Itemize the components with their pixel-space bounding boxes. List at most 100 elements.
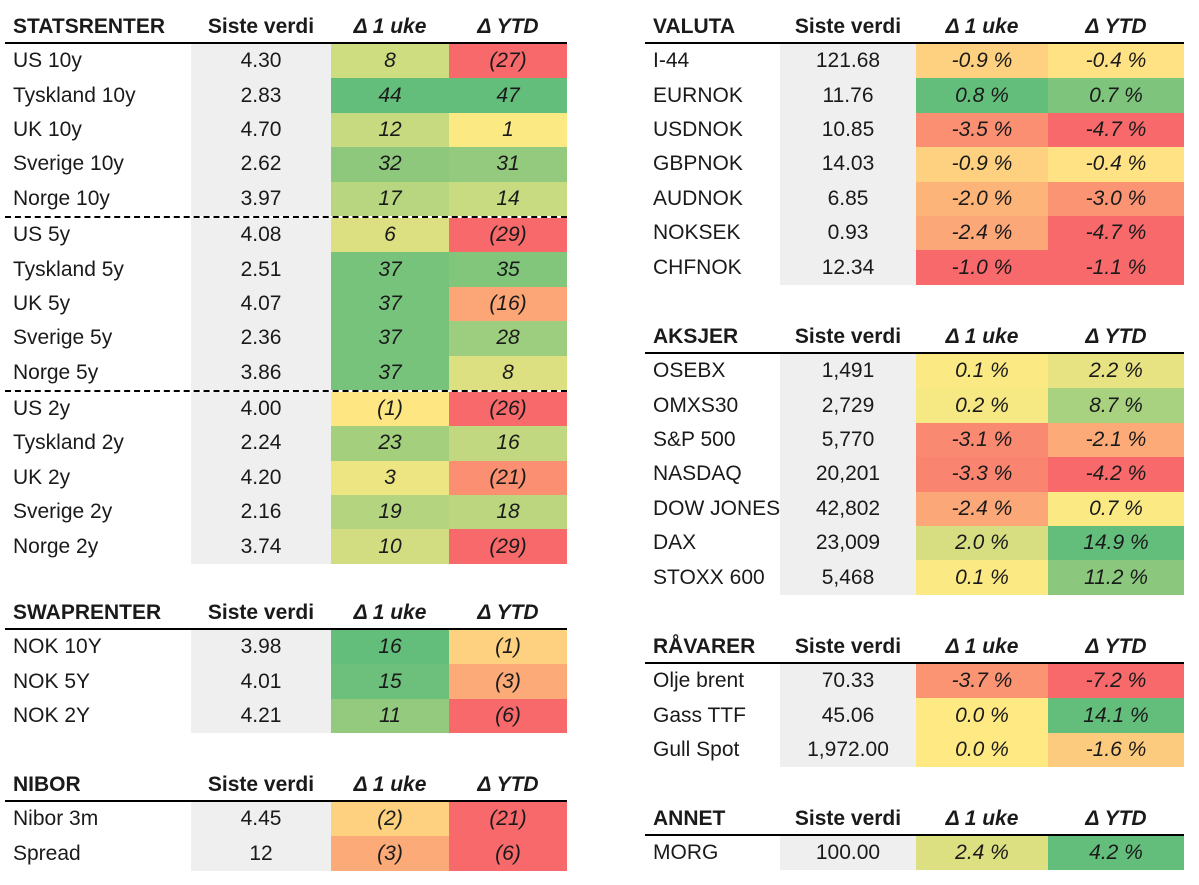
row-value: 2.62 bbox=[191, 147, 331, 182]
header-siste-verdi: Siste verdi bbox=[794, 807, 902, 830]
row-delta-ytd: -1.1 % bbox=[1048, 250, 1184, 285]
row-delta-week: 0.0 % bbox=[916, 698, 1048, 733]
header-delta-ytd: Δ YTD bbox=[1085, 325, 1147, 348]
row-name: Sverige 5y bbox=[13, 326, 113, 350]
row-delta-ytd: -2.1 % bbox=[1048, 422, 1184, 458]
table-row: UK 10y 4.70 12 1 bbox=[5, 112, 567, 148]
statsrenter-header-row: STATSRENTER Siste verdi Δ 1 uke Δ YTD bbox=[5, 12, 567, 44]
row-value: 3.74 bbox=[191, 529, 331, 564]
header-delta-ytd: Δ YTD bbox=[477, 601, 539, 624]
valuta-header-row: VALUTA Siste verdi Δ 1 uke Δ YTD bbox=[645, 12, 1184, 44]
row-delta-ytd: 31 bbox=[449, 147, 567, 182]
row-value: 2.24 bbox=[191, 426, 331, 461]
row-value: 2.83 bbox=[191, 78, 331, 113]
ravarer-table: RÅVARER Siste verdi Δ 1 uke Δ YTD Olje brent… bbox=[645, 632, 1184, 768]
row-delta-ytd: 8.7 % bbox=[1048, 388, 1184, 423]
row-name: US 10y bbox=[13, 49, 82, 73]
row-delta-ytd: 0.7 % bbox=[1048, 78, 1184, 113]
header-delta-ytd: Δ YTD bbox=[477, 15, 539, 38]
swaprenter-title: SWAPRENTER bbox=[13, 601, 162, 624]
row-delta-week: 23 bbox=[331, 426, 449, 461]
table-row: UK 2y 4.20 3 (21) bbox=[5, 460, 567, 496]
row-name: S&P 500 bbox=[653, 427, 736, 451]
header-delta-ytd: Δ YTD bbox=[1085, 807, 1147, 830]
row-delta-ytd: -4.2 % bbox=[1048, 457, 1184, 492]
row-delta-week: (1) bbox=[331, 391, 449, 427]
row-delta-ytd: 18 bbox=[449, 495, 567, 530]
header-delta-1-uke: Δ 1 uke bbox=[353, 15, 427, 38]
table-row: NOK 5Y 4.01 15 (3) bbox=[5, 664, 567, 699]
row-value: 2,729 bbox=[780, 388, 916, 423]
row-name: DOW JONES bbox=[653, 496, 780, 520]
row-name: Olje brent bbox=[653, 669, 745, 693]
row-delta-ytd: 2.2 % bbox=[1048, 354, 1184, 389]
row-name: UK 5y bbox=[13, 291, 71, 315]
row-delta-ytd: -1.6 % bbox=[1048, 732, 1184, 768]
aksjer-table: AKSJER Siste verdi Δ 1 uke Δ YTD OSEBX 1,491 0… bbox=[645, 322, 1184, 595]
row-delta-ytd: 35 bbox=[449, 252, 567, 287]
valuta-title: VALUTA bbox=[653, 15, 736, 38]
nibor-table: NIBOR Siste verdi Δ 1 uke Δ YTD Nibor 3m 4.45… bbox=[5, 770, 567, 871]
table-row: AUDNOK 6.85 -2.0 % -3.0 % bbox=[645, 181, 1184, 216]
row-delta-week: 32 bbox=[331, 147, 449, 182]
table-row: NOK 10Y 3.98 16 (1) bbox=[5, 630, 567, 665]
nibor-title: NIBOR bbox=[13, 773, 81, 796]
header-delta-ytd: Δ YTD bbox=[1085, 15, 1147, 38]
row-name: NASDAQ bbox=[653, 462, 742, 486]
header-delta-ytd: Δ YTD bbox=[477, 773, 539, 796]
row-name: UK 10y bbox=[13, 117, 82, 141]
row-value: 4.21 bbox=[191, 698, 331, 734]
row-name: Tyskland 2y bbox=[13, 431, 124, 455]
row-value: 45.06 bbox=[780, 698, 916, 733]
row-value: 14.03 bbox=[780, 147, 916, 182]
row-delta-ytd: (1) bbox=[449, 630, 567, 665]
row-delta-week: (3) bbox=[331, 836, 449, 871]
row-value: 4.70 bbox=[191, 112, 331, 148]
row-delta-week: (2) bbox=[331, 802, 449, 837]
table-row: GBPNOK 14.03 -0.9 % -0.4 % bbox=[645, 147, 1184, 182]
swaprenter-table: SWAPRENTER Siste verdi Δ 1 uke Δ YTD NOK 10Y… bbox=[5, 598, 567, 734]
row-name: AUDNOK bbox=[653, 186, 743, 210]
row-delta-week: -3.1 % bbox=[916, 422, 1048, 458]
row-delta-ytd: (16) bbox=[449, 286, 567, 322]
header-siste-verdi: Siste verdi bbox=[207, 601, 315, 624]
row-delta-ytd: -3.0 % bbox=[1048, 181, 1184, 216]
row-value: 2.36 bbox=[191, 321, 331, 356]
row-delta-ytd: 14 bbox=[449, 181, 567, 216]
table-row: Sverige 2y 2.16 19 18 bbox=[5, 495, 567, 530]
table-row: OSEBX 1,491 0.1 % 2.2 % bbox=[645, 354, 1184, 389]
row-value: 2.51 bbox=[191, 252, 331, 287]
row-value: 4.07 bbox=[191, 286, 331, 322]
row-delta-week: 2.0 % bbox=[916, 525, 1048, 561]
table-row: Tyskland 2y 2.24 23 16 bbox=[5, 426, 567, 461]
row-delta-week: 0.1 % bbox=[916, 560, 1048, 595]
row-name: Tyskland 5y bbox=[13, 257, 124, 281]
swaprenter-header-row: SWAPRENTER Siste verdi Δ 1 uke Δ YTD bbox=[5, 598, 567, 630]
table-row: CHFNOK 12.34 -1.0 % -1.1 % bbox=[645, 250, 1184, 285]
header-siste-verdi: Siste verdi bbox=[207, 15, 315, 38]
table-row: I-44 121.68 -0.9 % -0.4 % bbox=[645, 44, 1184, 79]
row-delta-week: 11 bbox=[331, 698, 449, 734]
row-delta-week: 37 bbox=[331, 252, 449, 287]
row-name: I-44 bbox=[653, 49, 690, 73]
row-delta-ytd: (6) bbox=[449, 698, 567, 734]
table-row: Olje brent 70.33 -3.7 % -7.2 % bbox=[645, 664, 1184, 699]
row-delta-ytd: 28 bbox=[449, 321, 567, 356]
row-delta-ytd: (26) bbox=[449, 391, 567, 427]
row-name: NOKSEK bbox=[653, 221, 741, 245]
table-row: DOW JONES 42,802 -2.4 % 0.7 % bbox=[645, 491, 1184, 526]
row-delta-ytd: -0.4 % bbox=[1048, 147, 1184, 182]
statsrenter-table: STATSRENTER Siste verdi Δ 1 uke Δ YTD US 10y… bbox=[5, 12, 567, 564]
nibor-header-row: NIBOR Siste verdi Δ 1 uke Δ YTD bbox=[5, 770, 567, 802]
row-delta-ytd: 1 bbox=[449, 112, 567, 148]
row-name: Norge 2y bbox=[13, 534, 99, 558]
header-delta-1-uke: Δ 1 uke bbox=[353, 601, 427, 624]
table-row: USDNOK 10.85 -3.5 % -4.7 % bbox=[645, 112, 1184, 148]
annet-header-row: ANNET Siste verdi Δ 1 uke Δ YTD bbox=[645, 804, 1184, 836]
row-delta-ytd: -7.2 % bbox=[1048, 664, 1184, 699]
table-row: MORG 100.00 2.4 % 4.2 % bbox=[645, 836, 1184, 871]
row-value: 12.34 bbox=[780, 250, 916, 285]
row-value: 4.08 bbox=[191, 217, 331, 253]
row-delta-week: 0.2 % bbox=[916, 388, 1048, 423]
table-row: Gass TTF 45.06 0.0 % 14.1 % bbox=[645, 698, 1184, 733]
